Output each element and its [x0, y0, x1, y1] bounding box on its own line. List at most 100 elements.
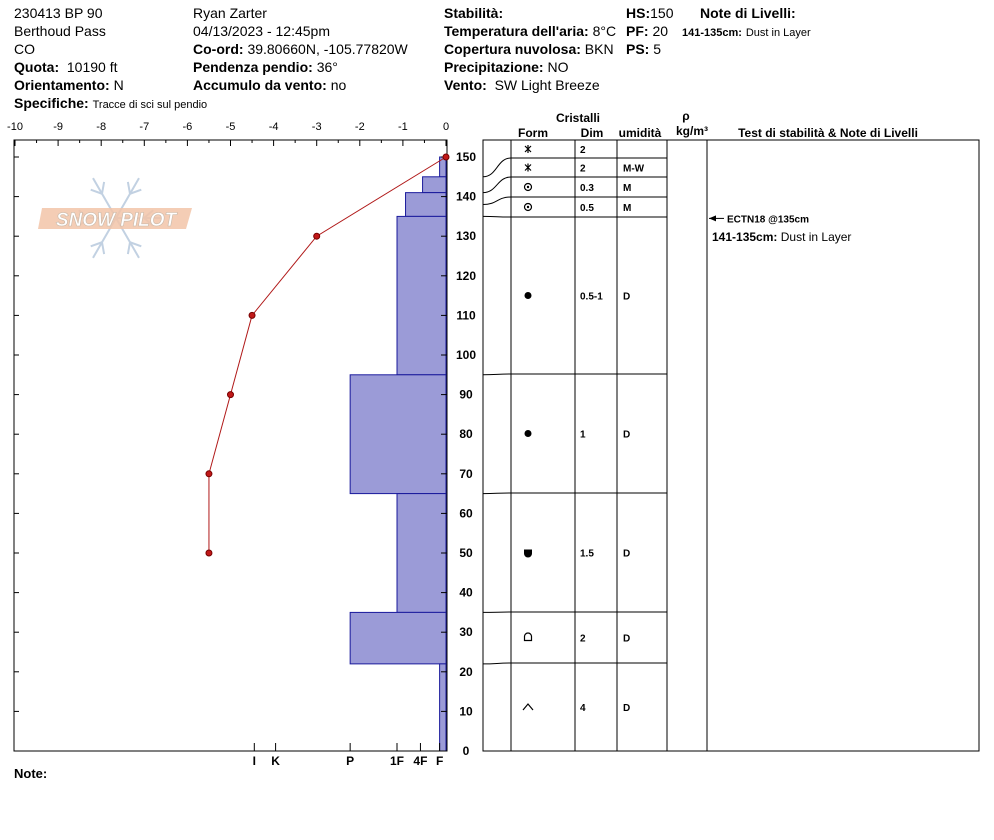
datetime: 04/13/2023 - 12:45pm	[193, 23, 330, 39]
cloud-label: Copertura nuvolosa:	[444, 41, 581, 57]
temp-tick-label: -5	[226, 121, 236, 133]
hardness-bar	[349, 611, 447, 665]
y-tick-label: 90	[459, 388, 473, 402]
temp-tick-label: -2	[355, 121, 365, 133]
wind-loading-value: no	[330, 77, 347, 93]
layer-note-text: Dust in Layer	[745, 27, 811, 39]
hardness-tick-label: P	[346, 754, 354, 768]
temp-tick-label: -8	[96, 121, 106, 133]
header-moisture: umidità	[619, 126, 662, 140]
y-tick-label: 0	[463, 744, 470, 758]
temp-tick-label: 0	[443, 121, 449, 133]
layer-moisture: D	[623, 292, 630, 303]
wind-label: Vento:	[444, 77, 487, 93]
hardness-tick-label: F	[436, 754, 443, 768]
hardness-tick-label: 4F	[413, 754, 427, 768]
y-tick-label: 60	[459, 506, 473, 520]
hardness-profile	[349, 156, 447, 752]
layer-note-range: 141-135cm:	[682, 27, 742, 39]
hardness-bar	[405, 192, 447, 217]
layer-dim: 1	[580, 430, 586, 441]
observer: Ryan Zarter	[193, 5, 267, 21]
state: CO	[14, 41, 35, 57]
temp-tick-label: -9	[53, 121, 63, 133]
temp-tick-label: -3	[312, 121, 322, 133]
stability-test-arrowhead	[709, 215, 716, 222]
snow-height: HS:150	[626, 4, 673, 22]
layer-moisture: D	[623, 549, 630, 560]
temperature-point	[442, 153, 450, 161]
y-tick-label: 80	[459, 427, 473, 441]
temp-tick-label: -4	[269, 121, 279, 133]
pf-label: PF:	[626, 23, 649, 39]
layer-dim: 2	[580, 164, 586, 175]
decomposing-particle-dot	[526, 185, 530, 189]
layer-note-text: Dust in Layer	[777, 230, 851, 244]
elevation: Quota: 10190 ft	[14, 58, 118, 76]
slope: Pendenza pendio: 36°	[193, 58, 338, 76]
y-tick-label: 140	[456, 190, 476, 204]
coords-value: 39.80660N, -105.77820W	[247, 41, 408, 57]
wind: Vento: SW Light Breeze	[444, 76, 600, 94]
precipitation-particle-icon	[524, 163, 532, 172]
temperature-point	[313, 232, 321, 240]
layer-moisture: M	[623, 183, 631, 194]
coordinates: Co-ord: 39.80660N, -105.77820W	[193, 40, 408, 58]
header-crystals: Cristalli	[556, 111, 600, 125]
snowflake-branch	[126, 181, 131, 194]
slope-label: Pendenza pendio:	[193, 59, 313, 75]
hardness-bar	[396, 493, 447, 613]
layer-connector	[482, 492, 512, 495]
temperature-point	[248, 311, 256, 319]
temp-tick-label: -1	[398, 121, 408, 133]
rounded-grain-icon	[524, 430, 532, 437]
layer-dim: 1.5	[580, 549, 594, 560]
table-frame	[482, 139, 980, 752]
layer-dim: 0.5	[580, 203, 594, 214]
specifics-label: Specifiche:	[14, 95, 89, 111]
chart-axes: 0102030405060708090100110120130140150-10…	[7, 121, 476, 768]
layer-connector	[482, 215, 512, 218]
cloud-cover: Copertura nuvolosa: BKN	[444, 40, 614, 58]
snowflake-branch	[129, 241, 142, 248]
ps-value: 5	[653, 41, 662, 57]
layer-moisture: M	[623, 203, 631, 214]
stability-test-label: ECTN18 @135cm	[727, 214, 809, 225]
decomposing-particle-dot	[526, 205, 530, 209]
wind-loading: Accumulo da vento: no	[193, 76, 346, 94]
layer-connector	[482, 176, 512, 194]
y-tick-label: 10	[459, 704, 473, 718]
penetration-foot: PF: 20	[626, 22, 668, 40]
snowflake-branch	[126, 242, 131, 255]
layer-connector	[482, 373, 512, 376]
snowflake-branch	[129, 188, 142, 195]
layer-dim: 0.3	[580, 183, 594, 194]
elevation-label: Quota:	[14, 59, 60, 75]
snowflake-branch	[90, 241, 103, 248]
layer-moisture: D	[623, 703, 630, 714]
coords-label: Co-ord:	[193, 41, 244, 57]
snowflake-branch	[101, 181, 106, 194]
specifics: Specifiche: Tracce di sci sul pendio	[14, 94, 207, 114]
layer-dim: 4	[580, 703, 586, 714]
stability-label: Stabilità:	[444, 5, 504, 21]
layer-dim: 2	[580, 634, 586, 645]
depth-hoar-icon	[522, 703, 534, 711]
slope-value: 36°	[316, 59, 338, 75]
temperature-line	[208, 156, 447, 553]
cloud-value: BKN	[584, 41, 614, 57]
y-tick-label: 20	[459, 665, 473, 679]
header-form: Form	[518, 126, 548, 140]
snowflake-branch	[90, 188, 103, 195]
aspect: Orientamento: N	[14, 76, 124, 94]
logo-text: SNOW PILOT	[56, 210, 178, 231]
temperature-point	[227, 391, 234, 399]
y-tick-label: 30	[459, 625, 473, 639]
hardness-bar	[422, 176, 447, 194]
temperature-profile	[205, 153, 450, 557]
temp-tick-label: -10	[7, 121, 23, 133]
snowflake-branch	[101, 242, 106, 255]
header-dim: Dim	[581, 126, 604, 140]
precip-value: NO	[547, 59, 569, 75]
y-tick-label: 50	[459, 546, 473, 560]
